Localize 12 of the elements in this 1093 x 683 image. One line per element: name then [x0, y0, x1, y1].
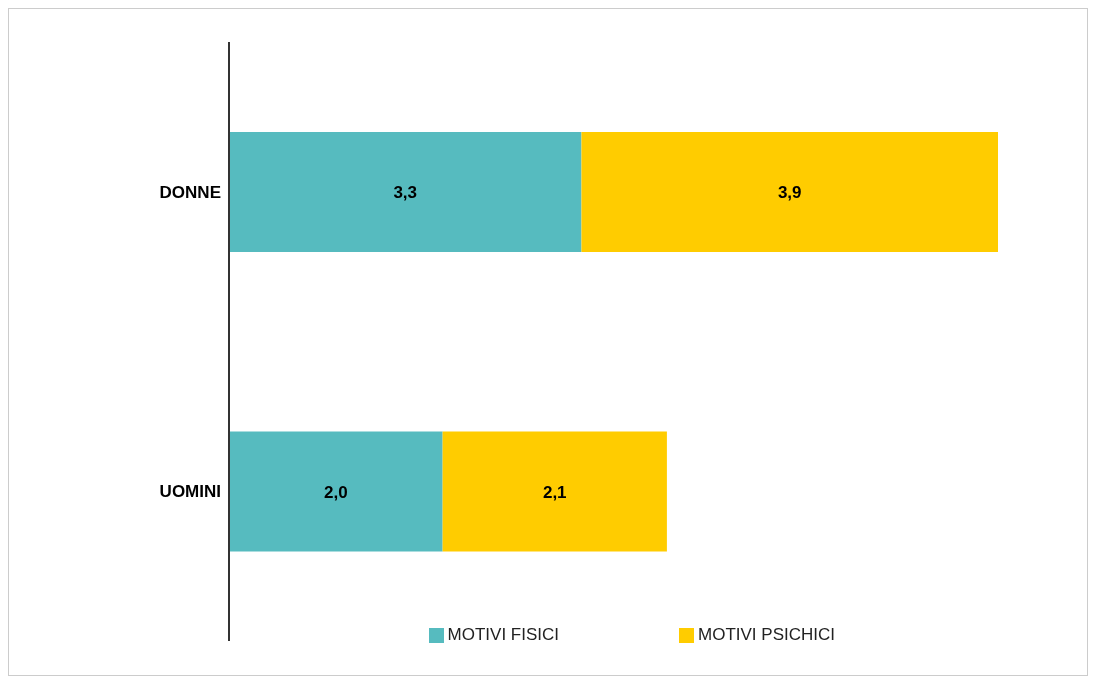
- y-tick-label: DONNE: [159, 182, 221, 202]
- bar: [229, 431, 443, 552]
- bar: [581, 132, 998, 252]
- data-label: 3,3: [393, 183, 418, 203]
- y-tick-label: UOMINI: [159, 482, 221, 502]
- legend-label: MOTIVI FISICI: [447, 625, 560, 644]
- data-label: 3,9: [777, 183, 802, 203]
- bar: [229, 132, 582, 252]
- bar: [442, 431, 667, 552]
- data-label: 2,1: [542, 482, 567, 502]
- data-label: 2,0: [323, 482, 348, 502]
- legend-label: MOTIVI PSICHICI: [698, 625, 835, 644]
